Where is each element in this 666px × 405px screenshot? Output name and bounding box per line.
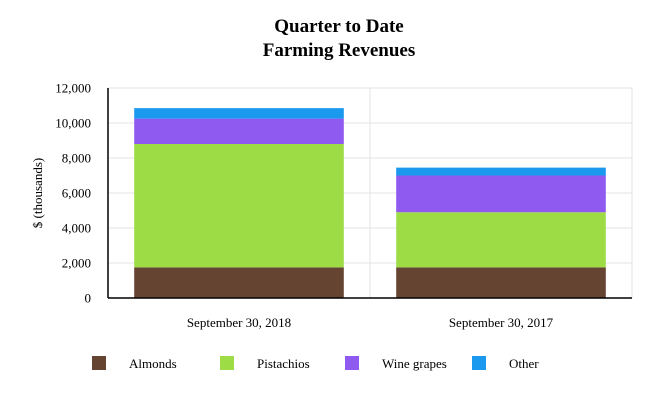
chart-title-line-2: Farming Revenues: [263, 40, 416, 61]
legend-swatch-wine-grapes: [345, 356, 359, 370]
y-tick-label-4: 8,000: [62, 151, 91, 166]
y-tick-label-5: 10,000: [55, 116, 91, 131]
legend: Almonds Pistachios Wine grapes Other: [92, 356, 539, 371]
bar-almonds-0: [134, 267, 344, 298]
y-tick-label-1: 2,000: [62, 256, 91, 271]
y-tick-label-2: 4,000: [62, 221, 91, 236]
y-axis-label: $ (thousands): [30, 158, 45, 228]
legend-swatch-almonds: [92, 356, 106, 370]
chart-title-line-1: Quarter to Date: [274, 16, 403, 37]
x-tick-label-0: September 30, 2018: [187, 315, 291, 330]
bar-other-1: [396, 167, 606, 176]
bars-layer: [134, 108, 606, 298]
bar-other-0: [134, 108, 344, 119]
x-tick-label-1: September 30, 2017: [449, 315, 554, 330]
bar-pistachios-1: [396, 212, 606, 268]
legend-label-almonds: Almonds: [129, 356, 177, 371]
y-tick-label-6: 12,000: [55, 81, 91, 96]
bar-almonds-1: [396, 267, 606, 298]
legend-swatch-pistachios: [220, 356, 234, 370]
y-tick-label-3: 6,000: [62, 186, 91, 201]
axes-layer: September 30, 2018 September 30, 2017 0 2,0…: [55, 81, 632, 330]
legend-label-wine-grapes: Wine grapes: [382, 356, 447, 371]
legend-label-pistachios: Pistachios: [257, 356, 310, 371]
bar-wine-grapes-1: [396, 175, 606, 213]
bar-pistachios-0: [134, 144, 344, 268]
y-tick-label-0: 0: [85, 291, 92, 306]
legend-label-other: Other: [509, 356, 539, 371]
legend-swatch-other: [472, 356, 486, 370]
bar-wine-grapes-0: [134, 118, 344, 144]
